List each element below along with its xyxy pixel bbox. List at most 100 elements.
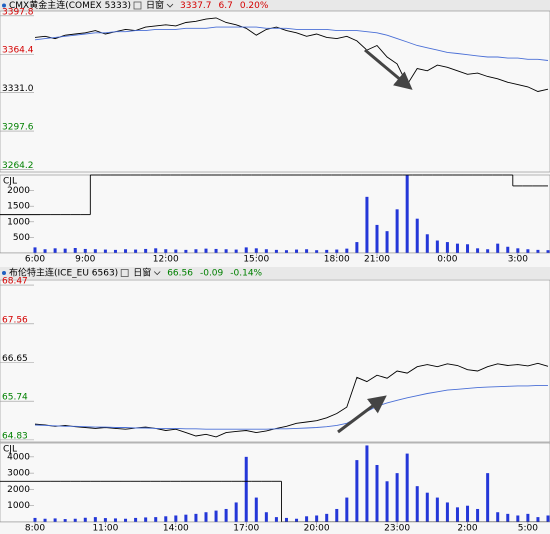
volume-bar [496, 512, 500, 522]
volume-bar [194, 513, 198, 522]
volume-bar [134, 249, 138, 253]
volume-bar [244, 456, 248, 522]
x-tick-label: 14:00 [163, 524, 189, 534]
axis-strip [0, 522, 550, 534]
volume-bar [113, 518, 117, 522]
instrument-title: 布伦特主连(ICE_EU 6563) [9, 267, 118, 279]
volume-bar [476, 248, 480, 253]
header-dot [2, 271, 6, 275]
volume-bar [405, 453, 409, 522]
volume-bar [455, 507, 459, 522]
volume-bar [164, 249, 168, 253]
volume-bar [113, 249, 117, 253]
period: 日窗 [133, 267, 151, 279]
y-tick-label: 1000 [7, 217, 30, 227]
volume-bar [345, 497, 349, 522]
settings-icon [120, 269, 129, 277]
x-tick-label: 20:00 [304, 524, 330, 534]
volume-bar [224, 508, 228, 522]
average-line [34, 26, 549, 61]
volume-bar [466, 505, 470, 522]
volume-bar [445, 242, 449, 253]
header-bar [0, 267, 550, 279]
volume-bar [325, 513, 329, 522]
volume-bar [144, 517, 148, 522]
volume-bar [134, 517, 138, 522]
y-tick-label: 67.56 [2, 315, 28, 325]
panel-label: CJL [3, 445, 17, 455]
volume-bar [536, 249, 540, 253]
y-tick-label: 3297.6 [2, 123, 34, 133]
quote-last: 3337.7 [180, 1, 212, 11]
quote-last: 66.56 [167, 269, 193, 279]
y-tick-label: 3000 [7, 469, 30, 479]
volume-bar [466, 244, 470, 253]
volume-bar [33, 517, 37, 522]
volume-bar [405, 175, 409, 253]
period-caret [153, 271, 161, 276]
volume-bar [395, 473, 399, 522]
price-line [34, 362, 549, 438]
volume-bar [234, 249, 238, 253]
volume-bar [335, 508, 339, 522]
volume-bar [73, 518, 77, 522]
volume-bar [244, 247, 248, 253]
volume-bar [395, 209, 399, 253]
volume-bar [526, 513, 530, 522]
y-tick-label: 2000 [7, 186, 30, 196]
volume-bar [73, 248, 77, 253]
volume-bar [335, 249, 339, 253]
volume-bar [274, 517, 278, 522]
annotation-arrow [337, 395, 387, 434]
volume-bar [33, 247, 37, 253]
period: 日窗 [146, 0, 164, 11]
volume-bar [496, 243, 500, 253]
axis-strip [0, 253, 550, 265]
plot-area [0, 279, 550, 443]
y-tick-label: 68.47 [2, 277, 28, 287]
volume-bar [546, 515, 550, 522]
x-tick-label: 8:00 [25, 524, 45, 534]
volume-bar [445, 502, 449, 522]
volume-bar [124, 249, 128, 253]
x-tick-label: 18:00 [324, 255, 350, 265]
quote-pct: -0.14% [230, 269, 262, 279]
quote-change: -0.09 [200, 269, 224, 279]
volume-bar [174, 249, 178, 253]
volume-bar [93, 517, 97, 522]
volume-bar [435, 497, 439, 522]
volume-bar [486, 473, 490, 522]
volume-bar [425, 234, 429, 253]
x-tick-label: 2:00 [457, 524, 477, 534]
volume-bar [295, 249, 299, 253]
y-tick-label: 2000 [7, 485, 30, 495]
volume-bar [486, 249, 490, 253]
instrument-title: CMX黄金主连(COMEX 5333) [9, 0, 131, 11]
volume-bar [506, 246, 510, 253]
average-line [34, 384, 548, 430]
volume-bar [385, 481, 389, 522]
volume-bar [174, 515, 178, 522]
volume-bar [536, 517, 540, 522]
x-tick-label: 3:00 [508, 255, 528, 265]
volume-bar [184, 514, 188, 522]
annotation-arrow [364, 48, 413, 90]
volume-bar [83, 248, 87, 253]
volume-bar [234, 502, 238, 522]
y-tick-label: 1500 [7, 202, 30, 212]
x-tick-label: 23:00 [384, 524, 410, 534]
volume-bar [124, 518, 128, 522]
volume-bar [375, 464, 379, 522]
volume-bar [355, 460, 359, 522]
x-tick-label: 0:00 [437, 255, 457, 265]
volume-bar [53, 518, 57, 522]
volume-bar [214, 510, 218, 522]
volume-bar [224, 249, 228, 253]
y-tick-label: 64.83 [2, 431, 28, 441]
volume-bar [144, 248, 148, 253]
volume-bar [435, 240, 439, 253]
volume-bar [214, 248, 218, 253]
y-tick-label: 1000 [7, 501, 30, 511]
